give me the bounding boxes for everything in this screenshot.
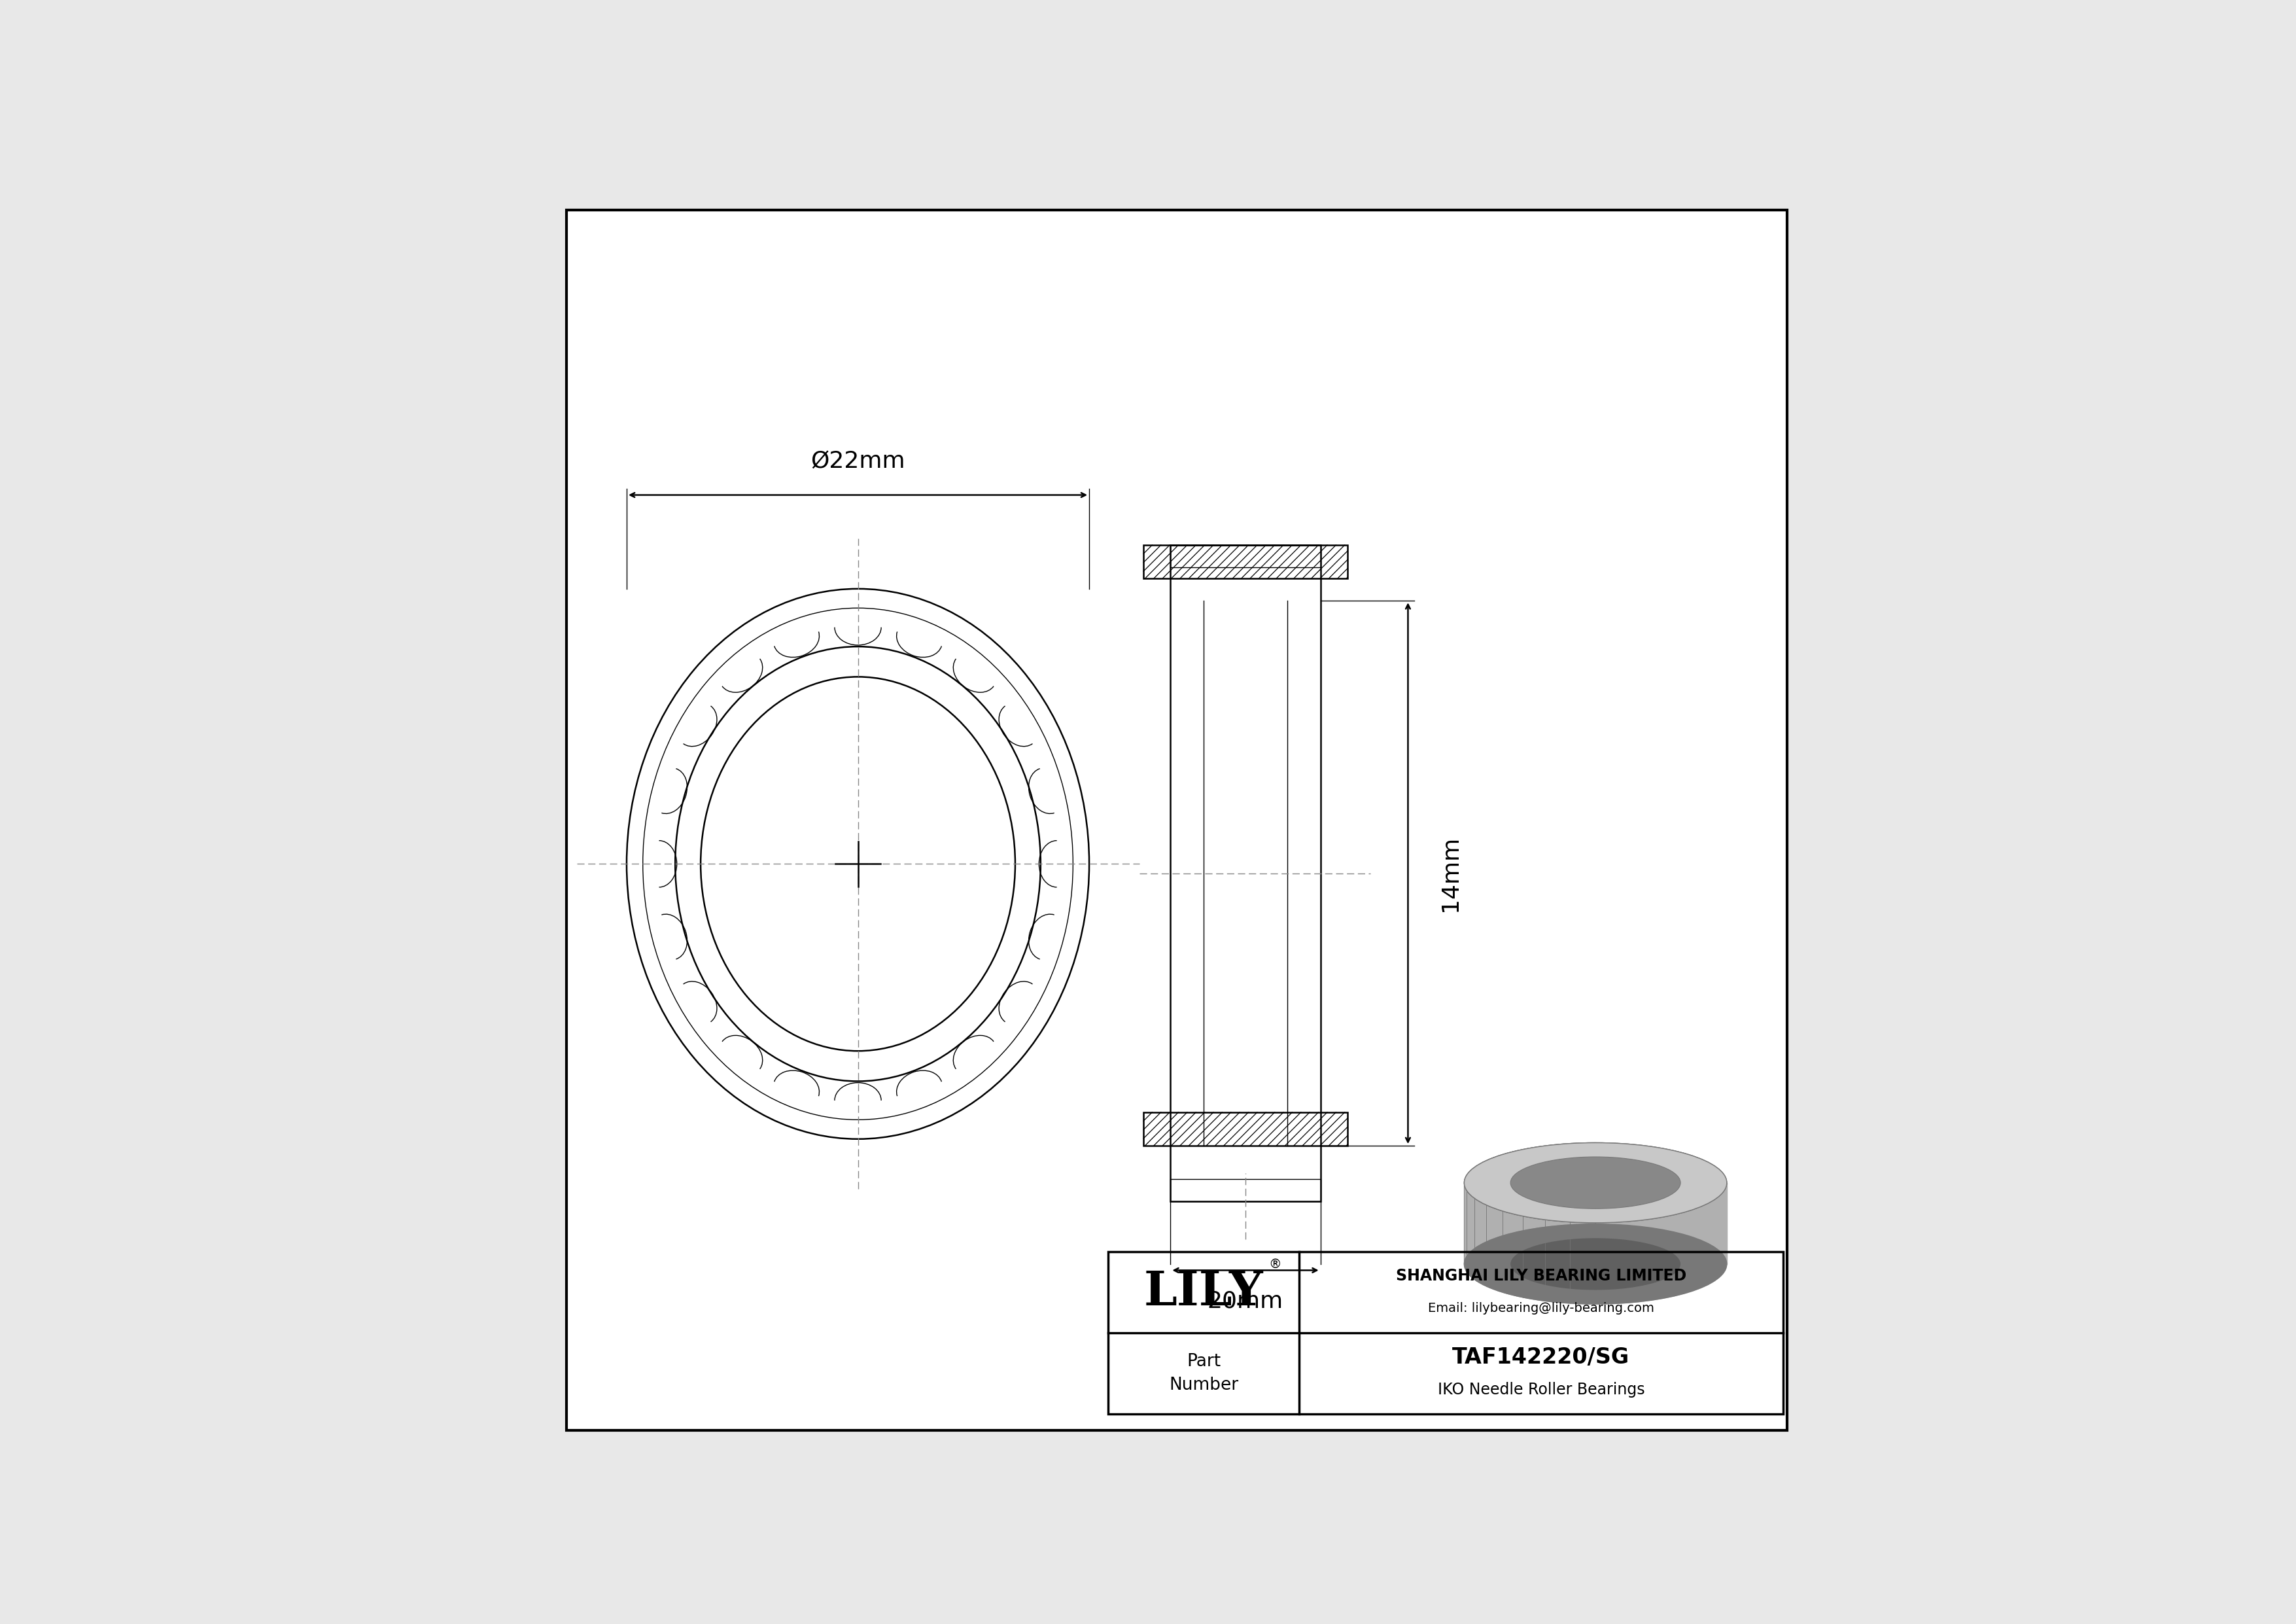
Bar xyxy=(1171,1179,1320,1202)
Ellipse shape xyxy=(1465,1143,1727,1223)
Bar xyxy=(1109,1252,1784,1415)
Ellipse shape xyxy=(1511,1156,1681,1208)
Text: IKO Needle Roller Bearings: IKO Needle Roller Bearings xyxy=(1437,1382,1644,1398)
Text: ®: ® xyxy=(1270,1259,1281,1272)
Text: Ø22mm: Ø22mm xyxy=(810,450,905,473)
Polygon shape xyxy=(1596,1143,1727,1304)
Text: SHANGHAI LILY BEARING LIMITED: SHANGHAI LILY BEARING LIMITED xyxy=(1396,1268,1688,1283)
Polygon shape xyxy=(1465,1182,1727,1263)
Ellipse shape xyxy=(1511,1237,1681,1289)
Bar xyxy=(1171,546,1320,567)
Ellipse shape xyxy=(1465,1143,1727,1223)
Text: LILY: LILY xyxy=(1143,1268,1263,1315)
Text: TAF142220/SG: TAF142220/SG xyxy=(1453,1346,1630,1367)
Bar xyxy=(1143,546,1348,578)
Polygon shape xyxy=(1596,1156,1681,1289)
Polygon shape xyxy=(1465,1143,1596,1304)
Text: 20mm: 20mm xyxy=(1208,1291,1283,1312)
Ellipse shape xyxy=(1465,1224,1727,1304)
Bar xyxy=(1143,1112,1348,1145)
Bar xyxy=(1171,546,1320,1202)
Text: Email: lilybearing@lily-bearing.com: Email: lilybearing@lily-bearing.com xyxy=(1428,1302,1653,1315)
Text: 14mm: 14mm xyxy=(1440,835,1463,911)
Ellipse shape xyxy=(1511,1156,1681,1208)
Text: Part
Number: Part Number xyxy=(1169,1353,1238,1393)
Ellipse shape xyxy=(1465,1224,1727,1304)
